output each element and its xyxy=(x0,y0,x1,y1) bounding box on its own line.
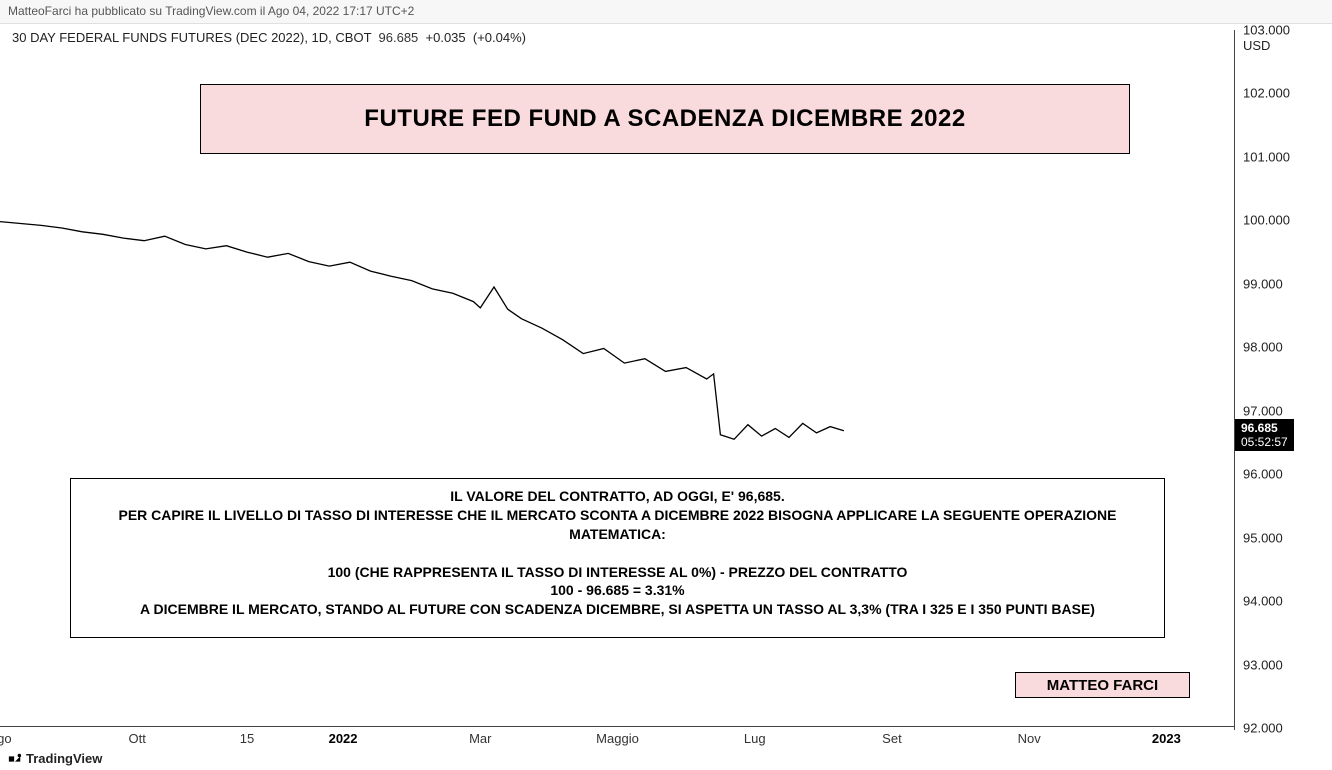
x-tick-label: 2023 xyxy=(1152,731,1181,746)
y-tick-label: 101.000 xyxy=(1243,149,1290,164)
price-badge-value: 96.685 xyxy=(1241,421,1288,435)
explanation-line: 100 (CHE RAPPRESENTA IL TASSO DI INTERES… xyxy=(83,563,1152,582)
explanation-line: 100 - 96.685 = 3.31% xyxy=(83,581,1152,600)
tv-icon xyxy=(8,752,22,766)
explanation-line: A DICEMBRE IL MERCATO, STANDO AL FUTURE … xyxy=(83,600,1152,619)
x-tick-label: Ago xyxy=(0,731,12,746)
explanation-line: PER CAPIRE IL LIVELLO DI TASSO DI INTERE… xyxy=(83,506,1152,544)
explanation-line xyxy=(83,544,1152,563)
x-tick-label: 2022 xyxy=(329,731,358,746)
y-tick-label: 92.000 xyxy=(1243,721,1283,736)
y-axis: USD 103.000102.000101.000100.00099.00098… xyxy=(1235,30,1332,730)
chart-title-text: FUTURE FED FUND A SCADENZA DICEMBRE 2022 xyxy=(364,105,965,133)
attribution-strip: MatteoFarci ha pubblicato su TradingView… xyxy=(0,0,1332,24)
chart-title-box: FUTURE FED FUND A SCADENZA DICEMBRE 2022 xyxy=(200,84,1130,154)
y-tick-label: 102.000 xyxy=(1243,86,1290,101)
author-label: MATTEO FARCI xyxy=(1047,677,1158,694)
price-badge: 96.68505:52:57 xyxy=(1235,419,1294,452)
tv-logo-text: TradingView xyxy=(26,751,102,766)
x-tick-label: Maggio xyxy=(596,731,639,746)
y-tick-label: 99.000 xyxy=(1243,276,1283,291)
author-box: MATTEO FARCI xyxy=(1015,672,1190,698)
x-tick-label: Set xyxy=(882,731,902,746)
y-tick-label: 94.000 xyxy=(1243,594,1283,609)
x-tick-label: Mar xyxy=(469,731,491,746)
tradingview-logo[interactable]: TradingView xyxy=(8,751,102,766)
y-tick-label: 93.000 xyxy=(1243,657,1283,672)
y-tick-label: 97.000 xyxy=(1243,403,1283,418)
price-line xyxy=(0,222,844,440)
explanation-line: IL VALORE DEL CONTRATTO, AD OGGI, E' 96,… xyxy=(83,487,1152,506)
explanation-box: IL VALORE DEL CONTRATTO, AD OGGI, E' 96,… xyxy=(70,478,1165,638)
y-tick-label: 95.000 xyxy=(1243,530,1283,545)
y-tick-label: 98.000 xyxy=(1243,340,1283,355)
y-tick-label: 96.000 xyxy=(1243,467,1283,482)
y-tick-label: 100.000 xyxy=(1243,213,1290,228)
x-tick-label: Nov xyxy=(1018,731,1041,746)
y-tick-label: 103.000 xyxy=(1243,23,1290,38)
x-tick-label: Lug xyxy=(744,731,766,746)
attribution-text: MatteoFarci ha pubblicato su TradingView… xyxy=(8,4,414,18)
x-tick-label: 15 xyxy=(240,731,254,746)
x-tick-label: Ott xyxy=(129,731,146,746)
x-axis: Ago Ott 15 2022 Mar Maggio Lug Set Nov 2023 xyxy=(0,726,1235,748)
price-badge-countdown: 05:52:57 xyxy=(1241,435,1288,449)
y-axis-title: USD xyxy=(1243,38,1270,53)
